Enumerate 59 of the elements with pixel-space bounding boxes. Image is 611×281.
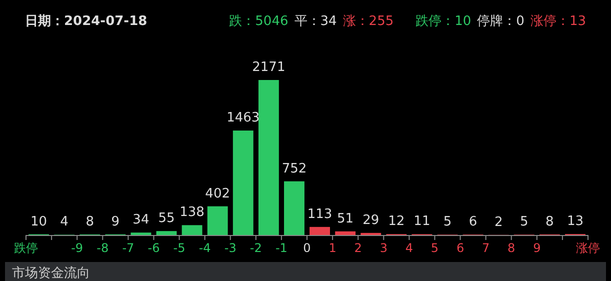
x-tick-label: -5 bbox=[173, 241, 186, 255]
x-tick-label: 0 bbox=[303, 241, 311, 255]
text: 平：34 bbox=[294, 14, 337, 29]
data-label: 5 bbox=[443, 214, 452, 230]
x-tick-label: -8 bbox=[96, 241, 109, 255]
x-tick-label: -7 bbox=[122, 241, 134, 255]
data-label: 2171 bbox=[252, 60, 286, 75]
data-label: 2 bbox=[494, 214, 503, 230]
x-tick-label: 1 bbox=[328, 241, 336, 255]
data-label: 29 bbox=[362, 212, 380, 228]
data-label: 113 bbox=[307, 206, 332, 222]
x-tick-label: -6 bbox=[148, 241, 160, 255]
data-label: 11 bbox=[414, 214, 430, 230]
x-tick-label: 7 bbox=[482, 241, 490, 255]
data-label: 12 bbox=[388, 214, 405, 230]
bar bbox=[335, 231, 356, 235]
x-tick-label: 5 bbox=[430, 241, 439, 255]
x-tick-label: -3 bbox=[224, 241, 236, 255]
x-tick-label: -2 bbox=[250, 241, 262, 255]
bar bbox=[156, 231, 177, 235]
text: 停牌：0 bbox=[477, 14, 524, 29]
data-label: 5 bbox=[520, 214, 528, 230]
bar bbox=[258, 80, 279, 235]
x-tick-label: 4 bbox=[405, 241, 413, 255]
data-label: 9 bbox=[111, 214, 120, 230]
text: 涨：255 bbox=[342, 14, 394, 29]
data-label: 51 bbox=[337, 211, 354, 226]
data-label: 4 bbox=[60, 214, 68, 230]
x-tick-label: -1 bbox=[275, 241, 288, 255]
bar bbox=[284, 181, 304, 235]
data-label: 13 bbox=[566, 214, 584, 230]
bar bbox=[207, 206, 228, 235]
x-tick-label: 6 bbox=[456, 241, 464, 255]
x-tick-label: 2 bbox=[354, 241, 362, 255]
text: 涨停：13 bbox=[530, 14, 586, 29]
chart-title: 日期：2024-07-18 bbox=[25, 14, 148, 29]
data-label: 34 bbox=[132, 212, 150, 228]
bar bbox=[182, 225, 202, 235]
data-label: 1463 bbox=[226, 110, 260, 126]
x-tick-label: 涨停 bbox=[576, 241, 600, 255]
x-tick-label: 跌停 bbox=[14, 241, 38, 255]
x-tick-label: 3 bbox=[380, 241, 388, 255]
x-tick-label: -9 bbox=[71, 241, 84, 255]
data-label: 10 bbox=[30, 214, 48, 230]
data-label: 55 bbox=[158, 211, 175, 226]
text: 跌停：10 bbox=[416, 14, 472, 29]
data-label: 402 bbox=[205, 186, 230, 202]
data-label: 8 bbox=[546, 214, 554, 230]
data-label: 8 bbox=[86, 214, 94, 230]
x-tick-label: 9 bbox=[533, 241, 541, 255]
data-label: 138 bbox=[180, 205, 204, 220]
data-label: 6 bbox=[468, 214, 478, 230]
bar bbox=[232, 130, 254, 235]
text: 市场资金流向 bbox=[12, 265, 90, 281]
bar bbox=[310, 226, 330, 235]
text: 跌：5046 bbox=[229, 14, 288, 29]
x-tick-label: -4 bbox=[198, 241, 211, 255]
x-tick-label: 8 bbox=[508, 241, 516, 255]
data-label: 752 bbox=[282, 161, 307, 176]
